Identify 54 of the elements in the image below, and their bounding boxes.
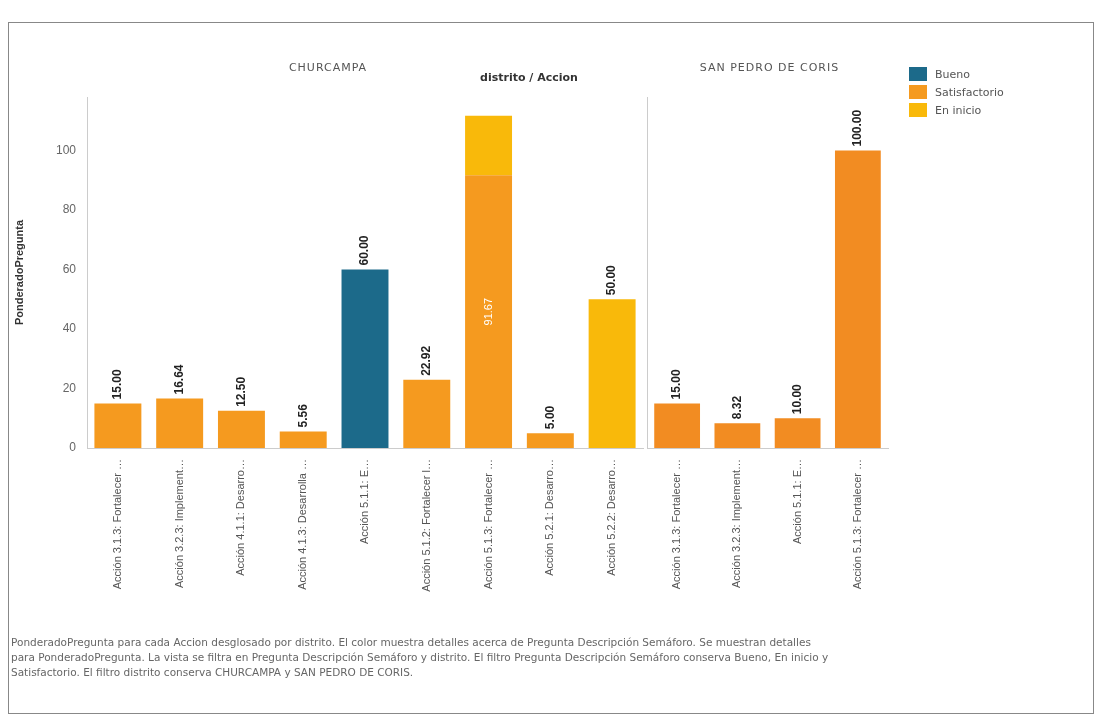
data-label: 10.00 bbox=[789, 383, 804, 415]
x-tick-label: Acción 3.1.3: Fortalecer … bbox=[670, 459, 683, 590]
x-tick-label: Acción 5.1.1: E… bbox=[358, 459, 371, 544]
text: PonderadoPregunta para cada Accion desglosado por distrito. El color muestra detalles acerca de Pregunta Descripción Semáforo. Se muestran detalles para PonderadoPregunta. La vista se filtra en Pregunta Descripción Semáforo y distrito. El filtro Pregunta Descripción Semáforo conserva Bueno, En inicio y Satisfactorio. El filtro distrito conserva CHURCAMPA y SAN PEDRO DE CORIS. bbox=[11, 635, 830, 680]
x-tick-label: Acción 4.1.3: Desarrolla … bbox=[296, 459, 309, 590]
chart-title: SAN PEDRO DE CORIS bbox=[698, 61, 841, 74]
bar bbox=[217, 410, 265, 448]
x-tick-label: Acción 5.1.3: Fortalecer … bbox=[481, 459, 494, 590]
x-tick-label: Acción 4.1.1: Desarro… bbox=[234, 459, 247, 576]
y-tick-label: 80 bbox=[62, 202, 77, 217]
x-tick-label: Acción 5.1.2: Fortalecer l… bbox=[419, 459, 432, 592]
x-tick-label: Acción 3.2.3: Implement… bbox=[730, 459, 743, 589]
y-tick-label: 60 bbox=[62, 261, 77, 276]
data-label: 8.32 bbox=[729, 395, 744, 420]
bar bbox=[714, 423, 761, 448]
legend-label: En inicio bbox=[935, 103, 982, 117]
x-tick-label: Acción 5.1.1: E… bbox=[790, 459, 803, 544]
y-tick-label: 100 bbox=[55, 142, 77, 157]
bar bbox=[465, 175, 513, 448]
y-tick-label: 0 bbox=[69, 440, 77, 455]
x-tick-label: Acción 3.1.3: Fortalecer … bbox=[110, 459, 123, 590]
data-label: 5.56 bbox=[295, 403, 310, 428]
text: distrito / Accion bbox=[480, 71, 578, 84]
bar bbox=[94, 403, 142, 448]
data-label: 60.00 bbox=[357, 235, 372, 266]
x-tick-label: Acción 5.2.1: Desarro… bbox=[543, 459, 556, 576]
legend-label: Satisfactorio bbox=[935, 85, 1004, 99]
bar bbox=[156, 398, 204, 448]
bar bbox=[526, 433, 574, 448]
data-label: 100.00 bbox=[850, 109, 865, 147]
y-tick-label: 20 bbox=[62, 380, 77, 395]
bar bbox=[834, 150, 881, 448]
x-tick-label: Acción 3.2.3: Implement… bbox=[172, 459, 185, 589]
bar bbox=[465, 115, 513, 176]
x-tick-label: Acción 5.1.3: Fortalecer … bbox=[850, 459, 863, 590]
data-label: 15.00 bbox=[110, 369, 125, 400]
data-label: 22.92 bbox=[419, 345, 434, 376]
y-tick-label: 40 bbox=[62, 321, 77, 336]
y-axis-title: PonderadoPregunta bbox=[12, 219, 25, 326]
bar bbox=[341, 269, 389, 448]
data-label: 91.67 bbox=[481, 297, 494, 326]
chart-title: CHURCAMPA bbox=[288, 61, 368, 74]
legend-label: Bueno bbox=[935, 67, 970, 81]
bar bbox=[279, 431, 327, 448]
bar bbox=[654, 403, 701, 448]
data-label: 50.00 bbox=[604, 264, 619, 296]
data-label: 15.00 bbox=[669, 369, 684, 400]
bar bbox=[774, 418, 821, 448]
data-label: 12.50 bbox=[233, 376, 248, 407]
data-label: 16.64 bbox=[171, 364, 186, 395]
bar bbox=[403, 379, 451, 448]
data-label: 5.00 bbox=[542, 405, 557, 430]
x-tick-label: Acción 5.2.2: Desarro… bbox=[605, 459, 618, 576]
bar bbox=[588, 299, 636, 448]
